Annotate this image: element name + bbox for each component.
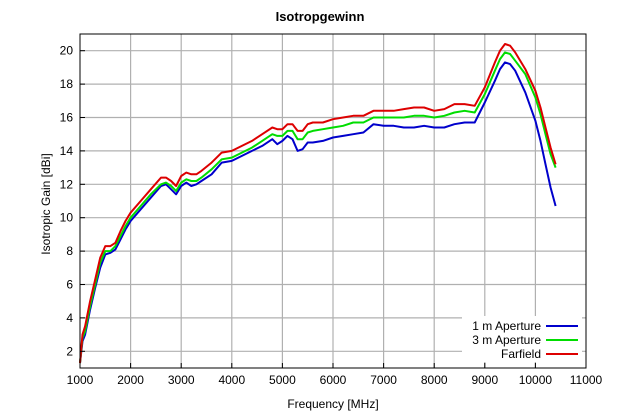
x-tick-label: 6000: [320, 373, 347, 387]
x-tick-label: 3000: [168, 373, 195, 387]
chart-title: Isotropgewinn: [276, 9, 365, 24]
y-tick-label: 2: [66, 344, 73, 358]
series-layer: [79, 43, 557, 364]
grid: [80, 34, 586, 368]
x-tick-label: 7000: [370, 373, 397, 387]
legend-label: Farfield: [501, 347, 541, 361]
y-tick-label: 8: [66, 244, 73, 258]
series-line-3: [79, 43, 557, 364]
ticks: 1000 2000 3000 4000 5000 6000 7000 8000 9000 1000…: [60, 44, 603, 387]
y-tick-label: 18: [60, 77, 74, 91]
y-tick-label: 12: [60, 177, 74, 191]
x-tick-label: 1000: [67, 373, 94, 387]
x-axis-title: Frequency [MHz]: [287, 397, 378, 411]
y-axis-title: Isotropic Gain [dBi]: [39, 153, 53, 254]
x-tick-label: 4000: [218, 373, 245, 387]
y-tick-label: 6: [66, 278, 73, 292]
x-tick-label: 8000: [421, 373, 448, 387]
x-tick-label: 9000: [471, 373, 498, 387]
legend-label: 3 m Aperture: [472, 333, 541, 347]
x-tick-label: 5000: [269, 373, 296, 387]
y-tick-label: 4: [66, 311, 73, 325]
legend-label: 1 m Aperture: [472, 319, 541, 333]
x-tick-label: 10000: [519, 373, 553, 387]
series-line-2: [79, 51, 557, 364]
y-tick-label: 16: [60, 111, 74, 125]
y-tick-label: 10: [60, 211, 74, 225]
y-tick-label: 14: [60, 144, 74, 158]
series-line-1: [79, 61, 557, 364]
x-tick-label: 11000: [570, 373, 603, 387]
x-tick-label: 2000: [117, 373, 144, 387]
y-tick-label: 20: [60, 44, 74, 58]
